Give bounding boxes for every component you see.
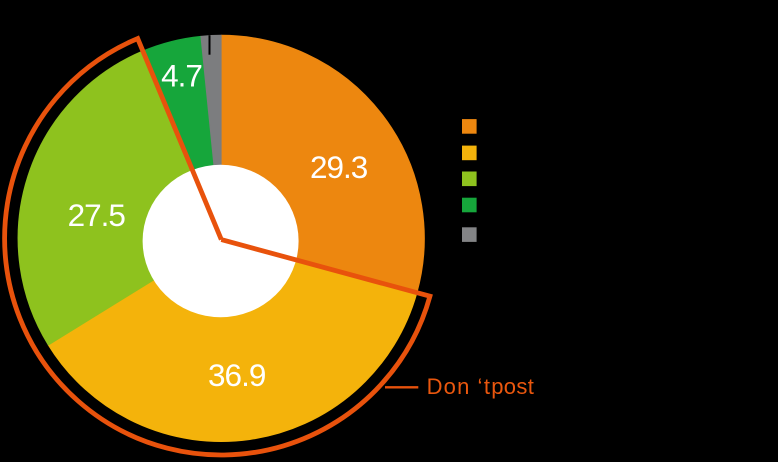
svg-text:36.9: 36.9 [208, 357, 266, 393]
svg-text:29.3: 29.3 [310, 149, 368, 185]
svg-text:27.5: 27.5 [68, 197, 126, 233]
svg-text:Don: Don [427, 374, 471, 399]
svg-text:‘t: ‘t [478, 374, 492, 399]
svg-text:post: post [491, 374, 534, 399]
svg-text:4.7: 4.7 [161, 57, 202, 93]
